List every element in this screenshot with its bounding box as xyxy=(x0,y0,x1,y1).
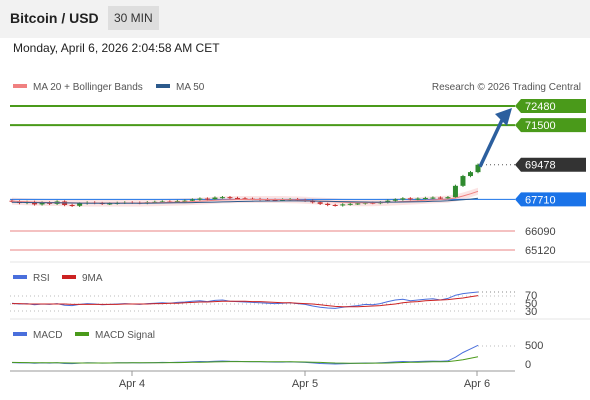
macd-tick-500: 500 xyxy=(525,340,543,352)
candle-body xyxy=(317,202,323,204)
rsi-ma-legend-swatch xyxy=(62,275,76,279)
level-badge-text-69478: 69478 xyxy=(525,160,556,172)
rsi-ma-legend-label: 9MA xyxy=(82,273,103,284)
rsi-legend-swatch xyxy=(13,275,27,279)
candle-body xyxy=(355,203,361,205)
candle-body xyxy=(107,203,113,205)
rsi-ma-line xyxy=(12,295,479,308)
candle-body xyxy=(219,197,225,199)
candle-body xyxy=(325,203,331,205)
candle-body xyxy=(280,199,286,201)
candle-body xyxy=(467,172,473,177)
level-badge-69478 xyxy=(515,157,586,172)
candle-body xyxy=(189,199,195,201)
level-badge-67710 xyxy=(515,192,586,207)
macd-tick-0: 0 xyxy=(525,359,531,371)
candle-body xyxy=(407,198,413,200)
ma50-legend-swatch xyxy=(156,84,170,88)
candle-body xyxy=(77,203,83,206)
candle-body xyxy=(182,200,188,202)
ma50-line xyxy=(11,197,479,204)
candle-body xyxy=(437,197,443,199)
chart-timestamp: Monday, April 6, 2026 2:04:58 AM CET xyxy=(13,41,220,55)
candle-body xyxy=(174,201,180,203)
candle-body xyxy=(385,200,391,203)
candle-body xyxy=(204,198,210,200)
candle-body xyxy=(400,198,406,200)
rsi-tick-30: 30 xyxy=(525,306,537,318)
rsi-line xyxy=(11,291,479,309)
macd-signal-legend-swatch xyxy=(75,332,89,336)
candle-body xyxy=(392,199,398,201)
candle-body xyxy=(242,198,248,200)
candle-body xyxy=(32,201,38,205)
x-label-apr6: Apr 6 xyxy=(464,378,490,390)
candle-body xyxy=(197,198,203,200)
level-label-66090: 66090 xyxy=(525,226,556,238)
ma50-legend-label: MA 50 xyxy=(176,82,205,93)
candle-body xyxy=(69,205,75,206)
x-label-apr4: Apr 4 xyxy=(119,378,145,390)
candle-body xyxy=(460,176,466,186)
instrument-title: Bitcoin / USD xyxy=(10,10,99,26)
candle-body xyxy=(452,185,458,198)
macd-legend-swatch xyxy=(13,332,27,336)
candle-body xyxy=(347,203,353,205)
level-badge-72480 xyxy=(515,99,586,113)
level-badge-text-71500: 71500 xyxy=(525,120,556,132)
candle-body xyxy=(430,197,436,199)
candle-body xyxy=(332,205,338,206)
ma20-legend-label: MA 20 + Bollinger Bands xyxy=(33,82,143,93)
macd-signal-line xyxy=(11,356,479,364)
macd-signal-legend-label: MACD Signal xyxy=(95,330,155,341)
rsi-tick-70: 70 xyxy=(525,290,537,302)
candle-body xyxy=(475,164,481,173)
candle-body xyxy=(272,199,278,201)
candle-body xyxy=(234,197,240,199)
interval-selector[interactable]: 30 MIN xyxy=(108,6,159,30)
chart-series-layer: 72480 71500 69478 67710 66090 65120 xyxy=(9,99,586,365)
level-badge-text-72480: 72480 xyxy=(525,101,556,113)
chart-header: Bitcoin / USD 30 MIN xyxy=(0,0,590,38)
copyright-text: Research © 2026 Trading Central xyxy=(432,82,581,93)
forecast-arrow-head xyxy=(495,108,512,126)
candle-body xyxy=(227,197,233,199)
forecast-arrow-shaft xyxy=(478,119,504,168)
candle-body xyxy=(415,198,421,200)
candle-body xyxy=(39,202,45,205)
candle-body xyxy=(445,197,451,199)
x-label-apr5: Apr 5 xyxy=(292,378,318,390)
candle-body xyxy=(340,204,346,206)
level-label-65120: 65120 xyxy=(525,245,556,257)
candle-body xyxy=(212,197,218,200)
level-badge-71500 xyxy=(515,118,586,133)
ma20-legend-swatch xyxy=(13,84,27,88)
candle-body xyxy=(422,197,428,199)
macd-legend-label: MACD xyxy=(33,330,62,341)
candle-body xyxy=(159,201,165,203)
rsi-legend-label: RSI xyxy=(33,273,50,284)
level-badge-text-67710: 67710 xyxy=(525,194,556,206)
rsi-tick-50: 50 xyxy=(525,298,537,310)
